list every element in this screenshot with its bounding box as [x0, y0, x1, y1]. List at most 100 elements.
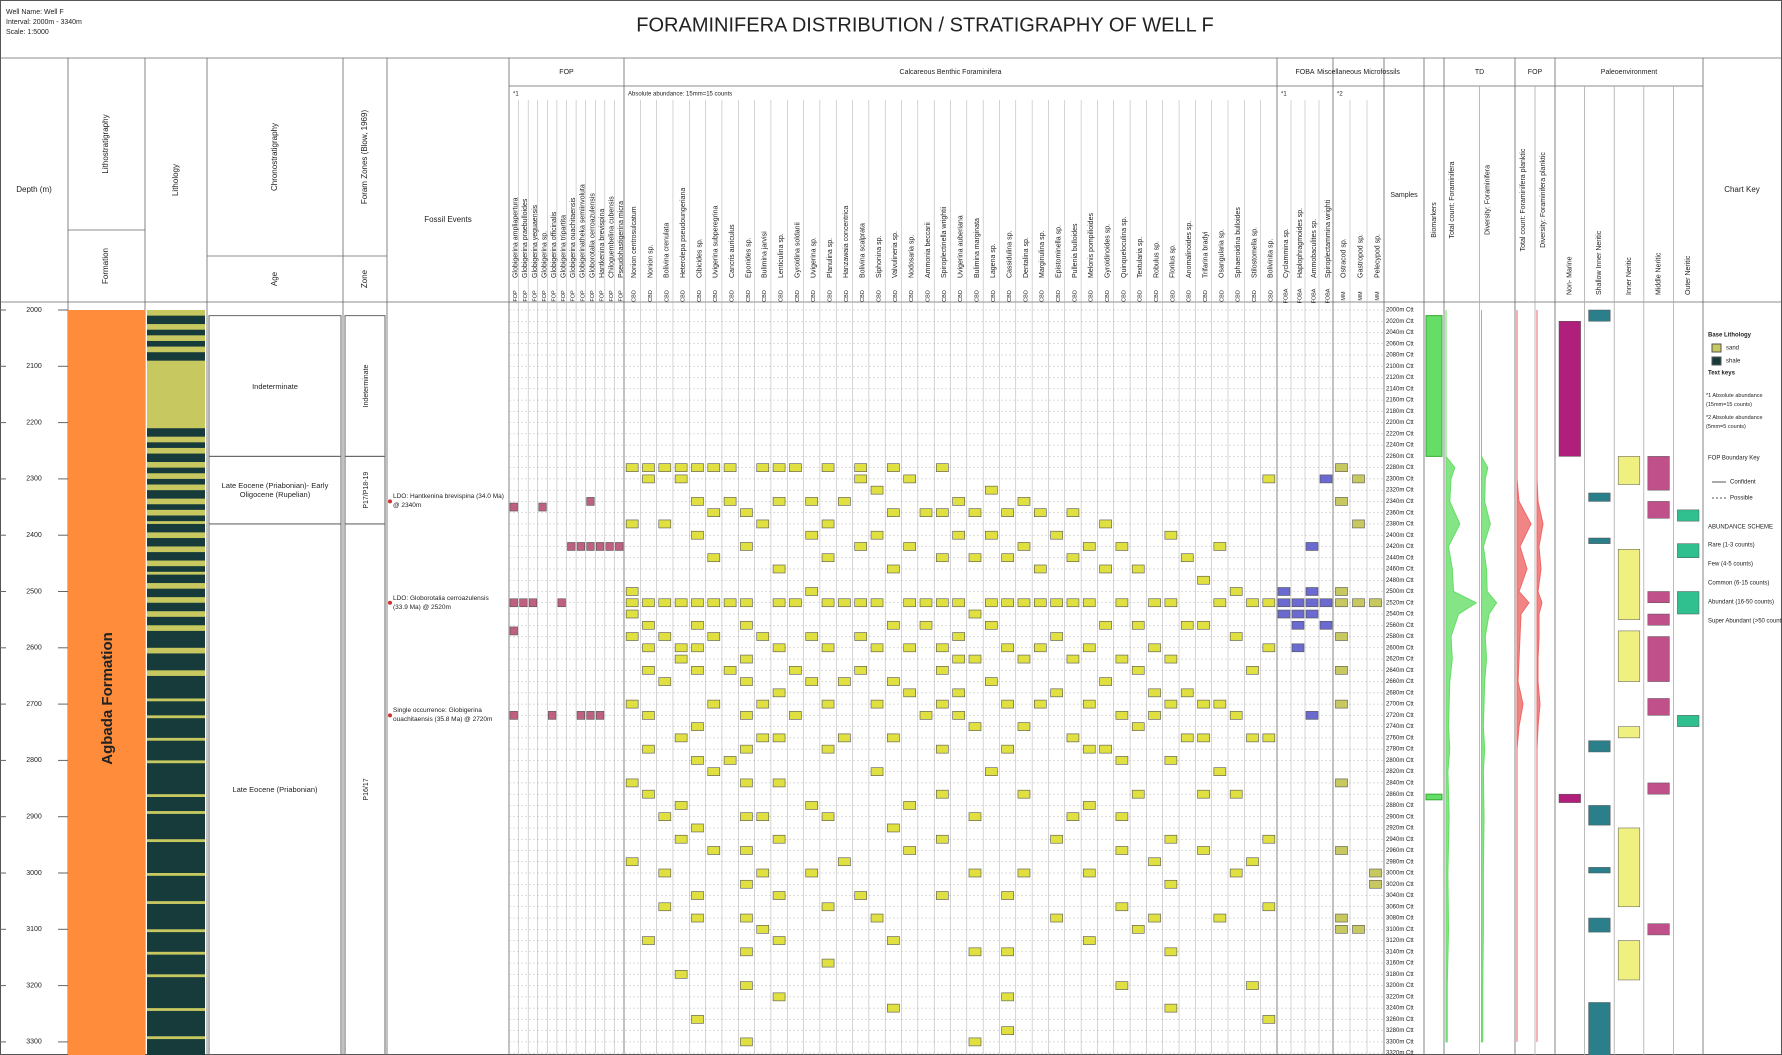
occurrence — [1001, 699, 1014, 709]
species-name: Bulimina marginata — [974, 218, 981, 278]
occurrence — [1262, 598, 1276, 608]
occurrence — [740, 846, 753, 855]
species-code: CBD — [974, 290, 980, 302]
occurrence — [1017, 542, 1031, 551]
occurrence — [1246, 981, 1259, 990]
paleo-interval — [1647, 501, 1670, 519]
sample-label: 2020m Ctt — [1386, 319, 1414, 325]
species-code: CBD — [860, 290, 866, 302]
occurrence — [887, 508, 900, 517]
depth-tick-label: 2400 — [26, 532, 42, 539]
occurrence — [1082, 744, 1096, 754]
paleo-interval — [1588, 492, 1611, 502]
occurrence — [1066, 598, 1080, 608]
species-code: CBD — [893, 290, 899, 302]
zone-label: P17/P18-19 — [363, 472, 370, 509]
species-code: CBD — [697, 290, 703, 302]
occurrence — [576, 542, 585, 551]
sand-bed — [147, 647, 205, 654]
paleo-interval — [1677, 509, 1700, 522]
occurrence — [1066, 733, 1080, 743]
key-swatch — [1711, 356, 1722, 366]
species-name: Uvigerina auberiana — [958, 215, 965, 278]
sample-label: 3160m Ctt — [1386, 961, 1414, 967]
occurrence — [1033, 699, 1047, 709]
paleo-env-label: Inner Neritic — [1626, 257, 1633, 295]
occurrence — [952, 598, 965, 608]
occurrence — [821, 519, 835, 529]
sample-label: 2860m Ctt — [1386, 792, 1414, 798]
depth-tick-label: 2500 — [26, 588, 42, 595]
species-code: FOP — [561, 290, 567, 302]
occurrence — [1131, 666, 1145, 675]
occurrence — [1246, 598, 1259, 608]
occurrence — [1115, 981, 1129, 990]
occurrence — [691, 722, 704, 731]
occurrence — [691, 598, 704, 608]
species-code: CBD — [1170, 290, 1176, 302]
species-code: FOBA — [1311, 288, 1317, 303]
sand-bed — [147, 583, 205, 589]
sand-bed — [147, 473, 205, 479]
occurrence — [1001, 508, 1014, 517]
sand-bed — [147, 597, 205, 603]
occurrence — [625, 519, 639, 529]
occurrence — [1305, 542, 1319, 551]
event-label-box: LDO: Globorotalia cerroazulensis (33.9 M… — [393, 595, 489, 611]
occurrence — [1082, 936, 1096, 945]
occurrence — [854, 474, 868, 484]
occurrence — [595, 711, 605, 720]
sample-label: 2220m Ctt — [1386, 431, 1414, 437]
curve-label: Total count: Foraminifera planktic — [1520, 148, 1527, 251]
species-name: Epistominella sp. — [1055, 225, 1062, 278]
sample-label: 2400m Ctt — [1386, 533, 1414, 539]
occurrence — [821, 812, 835, 822]
count-area — [1536, 310, 1544, 1042]
occurrence — [1001, 891, 1014, 900]
sample-label: 2900m Ctt — [1386, 814, 1414, 820]
event-label: LDO: Hantkenina brevispina (34.0 Ma) @ 2… — [393, 493, 504, 510]
occurrence — [756, 463, 770, 472]
occurrence — [968, 947, 982, 957]
species-code: FOP — [552, 290, 558, 302]
occurrence — [1001, 744, 1014, 754]
species-code: CBD — [1007, 290, 1013, 302]
occurrence — [772, 936, 786, 945]
biomarker — [1425, 793, 1443, 801]
occurrence — [1197, 733, 1210, 743]
occurrence — [691, 891, 704, 900]
species-name: Sphaeroidina bulloides — [1235, 207, 1242, 278]
count-area — [1481, 310, 1498, 1043]
occurrence — [1229, 711, 1243, 720]
key-note: *2 Absolute abundance (5mm=5 counts) — [1706, 415, 1763, 430]
occurrence — [1213, 699, 1227, 709]
species-code: CBD — [713, 290, 719, 302]
paleo-interval — [1588, 537, 1611, 544]
sand-bed — [147, 698, 205, 702]
well-name: Well Name: Well F — [6, 9, 64, 16]
occurrence — [1262, 643, 1276, 653]
occurrence — [789, 666, 802, 675]
occurrence — [1180, 620, 1194, 630]
occurrence — [509, 502, 518, 512]
species-code: CBD — [1072, 290, 1078, 302]
depth-tick-label: 2300 — [26, 476, 42, 483]
key-text: Base Lithology — [1708, 333, 1752, 339]
occurrence — [756, 733, 770, 743]
paleo-interval — [1677, 715, 1700, 727]
species-code: CBD — [1023, 290, 1029, 302]
species-code: FOP — [580, 290, 586, 302]
species-code: CBD — [844, 290, 850, 302]
species-code: CBD — [876, 290, 882, 302]
occurrence — [1180, 553, 1194, 563]
occurrence — [691, 823, 704, 833]
paleo-interval — [1647, 698, 1670, 716]
species-code: FOP — [513, 290, 519, 302]
occurrence — [1229, 868, 1243, 878]
occurrence — [740, 620, 753, 630]
sample-label: 2740m Ctt — [1386, 724, 1414, 730]
species-name: Uvigerina subperegrina — [713, 206, 720, 278]
occurrence — [509, 598, 518, 608]
occurrence — [789, 463, 802, 472]
paleo-interval — [1647, 923, 1670, 936]
